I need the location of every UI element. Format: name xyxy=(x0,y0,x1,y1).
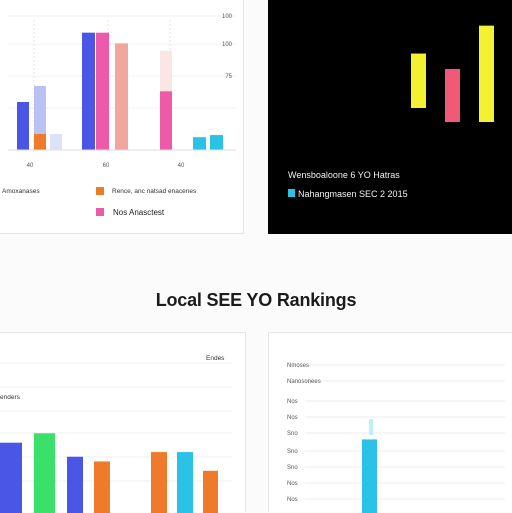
bar xyxy=(96,32,109,150)
y-tick-label: Sno xyxy=(287,465,298,471)
y-tick-label: Sno xyxy=(287,431,298,437)
y-tick-label: 75 xyxy=(225,74,232,80)
bar xyxy=(34,134,46,150)
bar xyxy=(445,69,460,122)
legend-label-2: Nahangmasen SEC 2 2015 xyxy=(298,189,408,199)
bar xyxy=(94,461,98,513)
chart-panel-bottom-left: Endes enders xyxy=(0,332,246,513)
bar xyxy=(67,456,83,513)
bar-highlight xyxy=(369,419,373,435)
y-tick-label: 100 xyxy=(222,42,233,48)
y-tick-label: Nos xyxy=(287,415,298,421)
chart-bottom-right: Nmoses Nanosonees Nos Nos Sno Sno Sno Nos Nos xyxy=(287,363,505,513)
x-tick-label: 60 xyxy=(103,163,110,169)
bar xyxy=(17,102,29,150)
chart-top-left: 100 100 75 40 60 40 Amoxanases Rence, anc natsa… xyxy=(2,14,236,217)
axis-label: Endes xyxy=(206,355,225,362)
bar xyxy=(34,433,55,513)
bar xyxy=(160,91,172,150)
chart-top-right: Wensboaloone 6 YO Hatras Nahangmasen SEC … xyxy=(288,25,494,199)
y-tick-label: Nmoses xyxy=(287,363,309,369)
legend-label-1: Amoxanases xyxy=(2,188,40,195)
bar xyxy=(151,452,167,513)
bar xyxy=(97,461,110,513)
chart-panel-bottom-right: Nmoses Nanosonees Nos Nos Sno Sno Sno Nos Nos xyxy=(268,332,512,513)
chart-bottom-left: Endes enders xyxy=(0,355,232,513)
bar xyxy=(203,470,218,513)
bar xyxy=(411,53,426,108)
y-tick-label: Nos xyxy=(287,481,298,487)
chart-panel-top-right: Wensboaloone 6 YO Hatras Nahangmasen SEC … xyxy=(268,0,512,234)
bar xyxy=(479,25,494,122)
y-tick-label: Nanosonees xyxy=(287,379,321,385)
legend-swatch-2 xyxy=(288,189,295,197)
bar xyxy=(50,134,62,150)
y-tick-label: Sno xyxy=(287,449,298,455)
bar xyxy=(193,137,206,150)
legend-label-2: Rence, anc natsad enacenes xyxy=(112,188,197,195)
bar xyxy=(210,135,223,150)
bar xyxy=(362,439,377,513)
legend-label-1: Wensboaloone 6 YO Hatras xyxy=(288,170,400,180)
bar xyxy=(177,452,193,513)
legend-swatch-2 xyxy=(96,187,104,195)
y-tick-label: 100 xyxy=(222,14,233,20)
x-tick-label: 40 xyxy=(178,163,185,169)
page-title: Local SEE YO Rankings xyxy=(155,290,357,310)
legend-label-3: Nos Anasctest xyxy=(113,208,165,217)
bar xyxy=(115,43,128,151)
y-tick-label: Nos xyxy=(287,399,298,405)
x-tick-label: 40 xyxy=(27,163,34,169)
bar xyxy=(0,442,22,513)
chart-panel-top-left: 100 100 75 40 60 40 Amoxanases Rence, anc natsa… xyxy=(0,0,244,234)
legend-swatch-3 xyxy=(96,208,104,216)
axis-label: enders xyxy=(0,394,21,401)
y-tick-label: Nos xyxy=(287,497,298,503)
bar xyxy=(82,32,95,150)
